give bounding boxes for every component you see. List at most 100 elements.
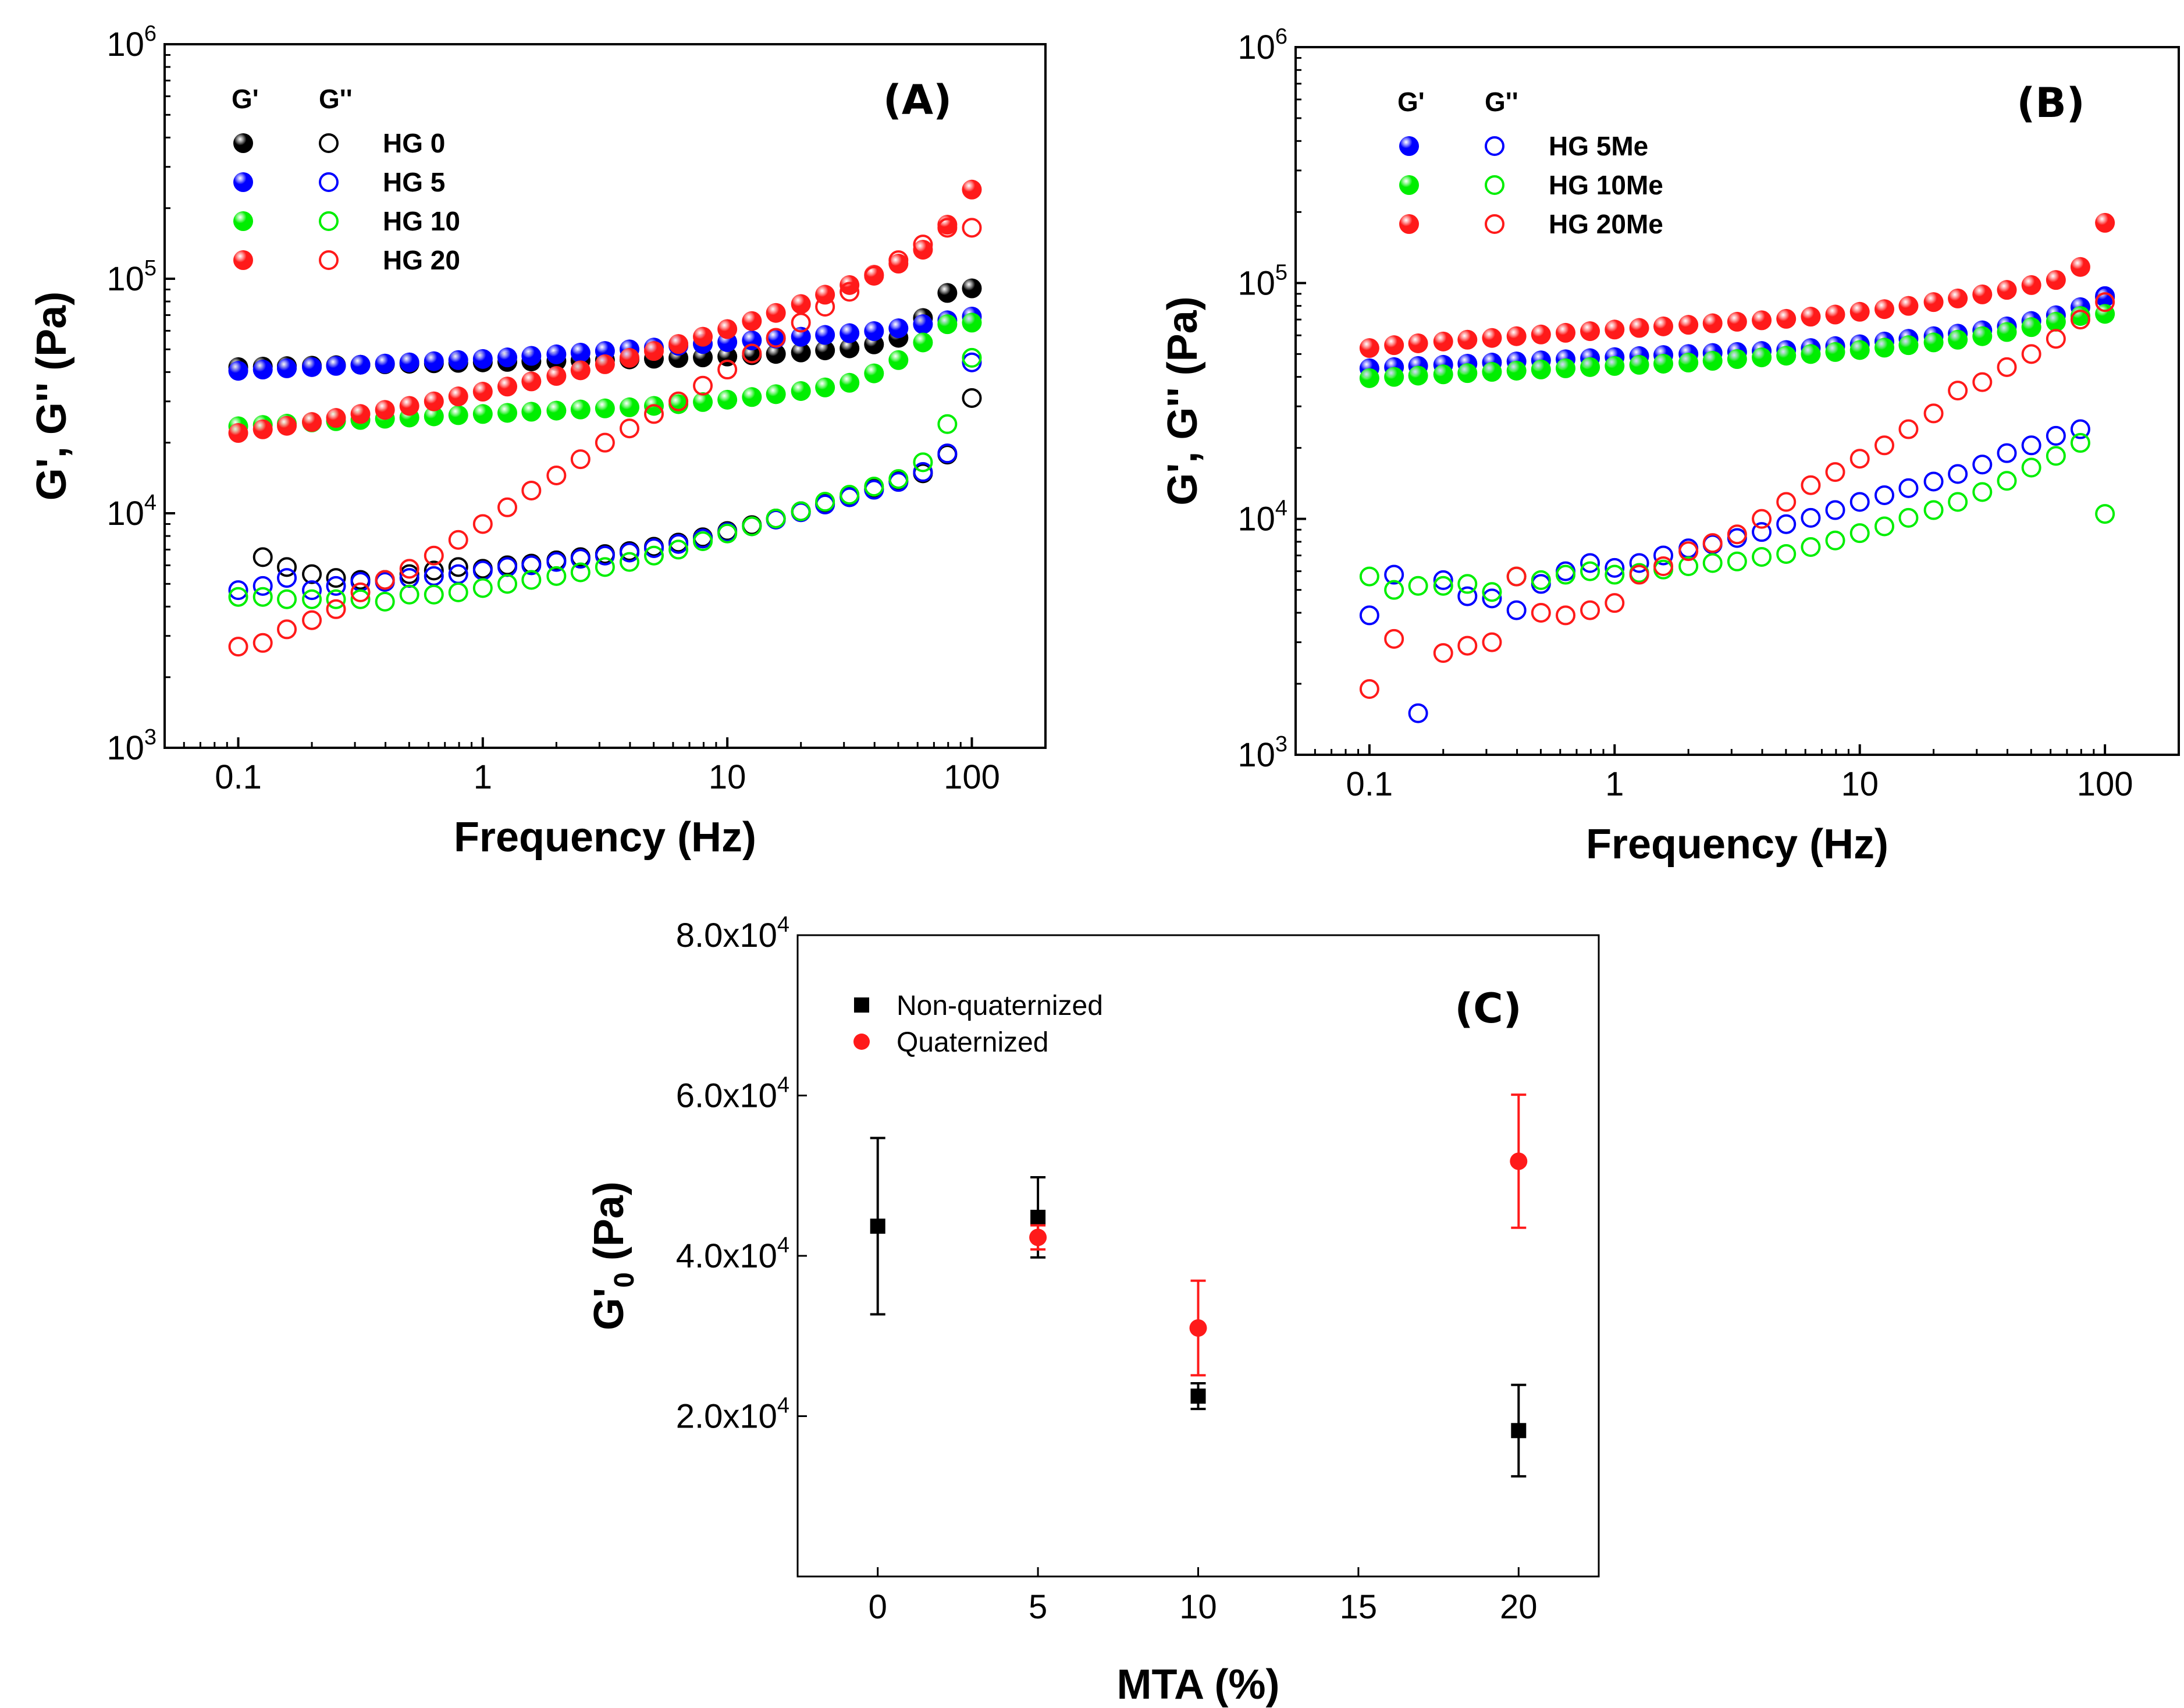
data-point-gpp: [1825, 530, 1845, 551]
legend-marker-gp: [233, 172, 253, 192]
data-point-gp: [962, 278, 982, 299]
data-point-gpp: [399, 584, 419, 605]
data-point-gpp: [619, 418, 639, 439]
data-point-gpp: [962, 347, 982, 368]
data-point-gpp: [1849, 449, 1870, 469]
x-tick-label: 0.1: [1346, 765, 1393, 803]
legend-marker-gp: [233, 250, 253, 270]
data-point-gp: [1556, 358, 1576, 378]
data-point-gp: [1801, 307, 1821, 327]
data-point-gpp: [742, 343, 762, 364]
data-point-gpp: [643, 538, 664, 558]
data-point-gp: [1776, 308, 1797, 329]
data-point-gpp: [1825, 462, 1845, 482]
data-point-gp: [766, 344, 786, 364]
data-point-gp: [1849, 340, 1870, 360]
data-point-gp: [1727, 349, 1747, 370]
data-point-gp: [1408, 333, 1428, 353]
data-point-gp: [570, 360, 591, 381]
data-point-gpp: [815, 492, 835, 512]
data-point-gp: [2046, 311, 2066, 332]
data-point-gpp: [448, 557, 468, 577]
data-point-gp: [693, 326, 713, 347]
data-point-gp: [1776, 346, 1797, 366]
data-point-gpp: [962, 218, 982, 238]
legend-marker-gp: [1399, 214, 1419, 234]
x-tick-label: 1: [474, 758, 492, 796]
x-axis-title: Frequency (Hz): [1586, 821, 1888, 868]
data-point-gpp: [302, 589, 322, 609]
data-point-gp: [1506, 360, 1527, 381]
data-point-gp: [1359, 338, 1379, 358]
data-point-gp: [717, 389, 738, 410]
data-point-gp: [521, 371, 542, 392]
data-point-gpp: [277, 568, 297, 588]
data-point-gpp: [1801, 475, 1821, 495]
data-point-gpp: [1801, 507, 1821, 528]
data-point-gpp: [2046, 446, 2066, 466]
data-point-gp: [1898, 335, 1919, 356]
data-point-gpp: [1923, 471, 1944, 492]
legend-marker-gpp: [319, 250, 339, 270]
data-point-gpp: [1972, 482, 1993, 502]
data-point-gp: [326, 408, 346, 428]
x-tick-label: 100: [2077, 765, 2133, 803]
panel-1: 0.1 1 10 100 103 104 105 106 Frequency (Hz) G', G…: [1159, 24, 2180, 868]
data-point-gp: [643, 341, 664, 361]
data-point-gpp: [228, 580, 248, 601]
data-point-gpp: [546, 566, 567, 586]
data-point-gp: [472, 349, 493, 369]
y-axis-title: G'0 (Pa): [586, 1181, 640, 1330]
data-point-gp: [252, 360, 273, 380]
data-point-gp: [717, 319, 738, 339]
data-point-gpp: [1359, 605, 1379, 626]
legend-marker: [854, 997, 869, 1013]
data-point-gp: [302, 357, 322, 377]
panel-label: (A): [883, 76, 952, 124]
y-tick-label: 2.0x104: [676, 1394, 789, 1436]
data-point-gpp: [1849, 492, 1870, 512]
data-point-gpp: [1531, 574, 1551, 594]
data-point-gpp: [1948, 381, 1968, 401]
data-point-gpp: [1506, 600, 1527, 620]
data-point-gp: [1457, 329, 1478, 350]
data-point-gp: [937, 283, 958, 303]
data-point-gpp: [277, 619, 297, 640]
data-point-gpp: [302, 564, 322, 584]
data-point-gpp: [1605, 564, 1625, 585]
data-point-gpp: [1923, 500, 1944, 520]
data-point-gpp: [864, 265, 884, 286]
panel-2: 0 5 10 15 20 2.0x104 4.0x104 6.0x104 8.0x104 MTA …: [586, 912, 1600, 1708]
data-point-gp: [1727, 311, 1747, 332]
data-point-gpp: [1653, 545, 1674, 566]
legend-marker-gp: [1399, 136, 1419, 156]
y-tick-label: 103: [106, 725, 156, 767]
data-point-gp: [350, 354, 371, 375]
data-point-gpp: [2046, 329, 2066, 349]
data-point-gp: [742, 387, 762, 407]
data-point: [1510, 1152, 1528, 1170]
legend-marker-gpp: [1485, 175, 1504, 195]
data-point: [1029, 1228, 1047, 1247]
y-tick-label: 106: [1237, 24, 1287, 66]
data-point-gpp: [693, 375, 713, 396]
data-point-gp: [766, 328, 786, 349]
data-point-gpp: [2021, 435, 2041, 456]
data-point-gp: [546, 344, 567, 364]
data-point-gp: [1702, 350, 1723, 371]
data-point-gpp: [546, 552, 567, 572]
data-point-gpp: [424, 584, 444, 605]
data-point-gpp: [1752, 522, 1772, 542]
data-point-gp: [962, 313, 982, 333]
data-point-gp: [864, 363, 884, 383]
data-point-gp: [1433, 331, 1453, 351]
data-point-gpp: [375, 591, 395, 612]
data-point-gpp: [2070, 310, 2090, 330]
data-point-gpp: [1801, 537, 1821, 557]
data-point-gp: [840, 323, 860, 343]
data-point-gpp: [595, 432, 615, 453]
data-point-gp: [546, 400, 567, 421]
y-axis-title: G', G'' (Pa): [29, 292, 75, 500]
y-tick-label: 8.0x104: [676, 912, 789, 954]
